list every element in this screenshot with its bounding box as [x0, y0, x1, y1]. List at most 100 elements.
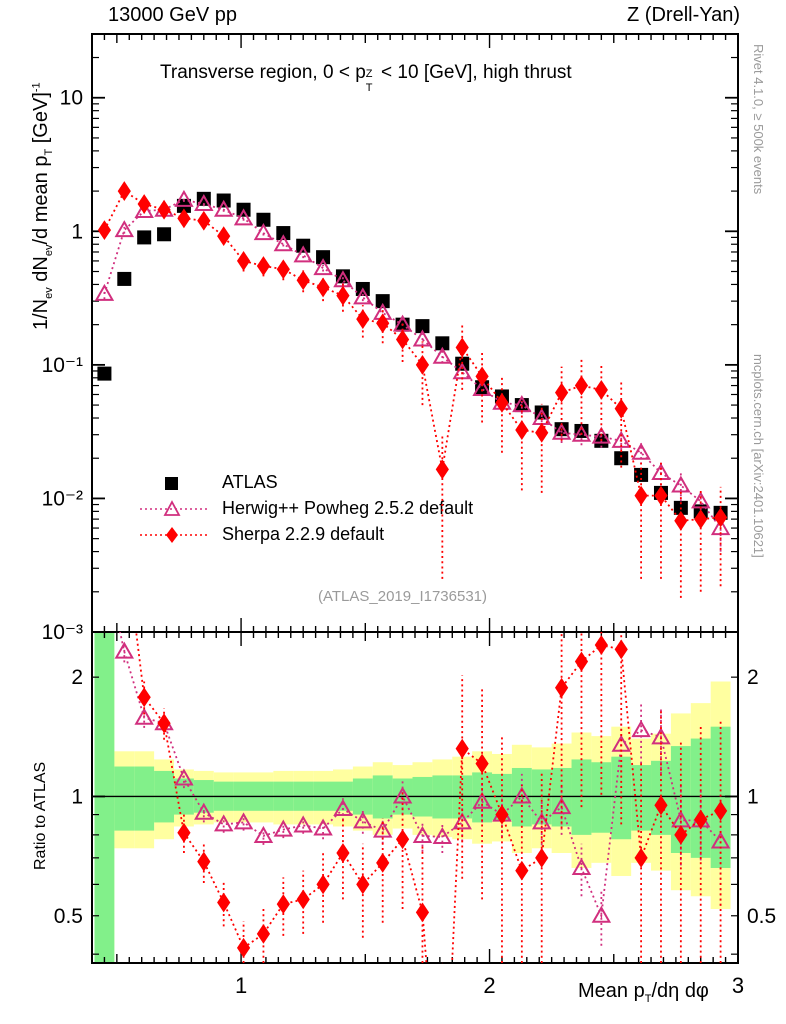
ratio-triangle-marker: [691, 810, 711, 828]
main-square-marker: [673, 500, 688, 515]
ratio-diamond-marker: [535, 847, 549, 868]
ratio-diamond-marker: [157, 713, 171, 734]
main-diamond-marker: [694, 509, 708, 530]
legend-label-1: Herwig++ Powheg 2.5.2 default: [222, 498, 474, 518]
ratio-band-inner: [313, 781, 334, 811]
ratio-panel-frame: [91, 631, 739, 964]
main-triangle-marker: [651, 462, 671, 481]
main-square-marker: [634, 467, 649, 482]
main-diamond-marker: [177, 208, 191, 229]
ratio-triangle-marker: [253, 825, 274, 843]
header-left: 13000 GeV pp: [108, 4, 237, 26]
ratio-band-outer: [472, 751, 493, 844]
main-diamond-marker: [455, 337, 469, 358]
ratio-diamond-marker: [594, 635, 608, 655]
main-square-marker: [97, 366, 112, 381]
x-tick-label: 2: [483, 973, 495, 998]
ratio-triangle-marker: [611, 734, 631, 752]
ratio-band-outer: [432, 759, 453, 838]
ratio-diamond-marker: [376, 852, 390, 873]
ratio-triangle-marker: [472, 791, 492, 809]
ratio-band-outer: [571, 732, 592, 868]
ratio-band-outer: [670, 713, 691, 891]
ratio-triangle-marker: [233, 812, 254, 830]
main-diamond-marker: [276, 259, 290, 280]
ratio-band-inner: [531, 769, 552, 825]
ratio-triangle-marker: [372, 820, 393, 838]
ylabel-part-a: 1/N: [30, 298, 52, 330]
ratio-diamond-marker: [137, 687, 151, 708]
ratio-band-inner: [94, 632, 115, 963]
main-triangle-marker: [512, 395, 532, 413]
ratio-triangle-marker: [154, 713, 174, 731]
main-diamond-marker: [634, 485, 648, 506]
main-square-marker: [475, 380, 490, 395]
main-square-marker: [256, 212, 271, 227]
main-diamond-marker: [316, 277, 330, 298]
ratio-band-inner: [452, 775, 473, 819]
ratio-band-inner: [372, 775, 393, 819]
ratio-diamond-marker: [674, 824, 688, 845]
ratio-band-outer: [213, 772, 234, 823]
ratio-band-outer: [372, 762, 393, 835]
main-triangle-marker: [372, 302, 393, 320]
ratio-diamond-marker: [197, 851, 211, 872]
main-diamond-marker: [674, 510, 688, 531]
legend-label-0: ATLAS: [222, 472, 278, 492]
main-triangle-marker: [691, 491, 711, 509]
ratio-band-inner: [571, 759, 592, 835]
ylabel-sub-1: ev: [43, 287, 55, 299]
ratio-band-outer: [233, 772, 254, 823]
ratio-y-tick-label: 2: [747, 666, 759, 689]
ratio-band-inner: [611, 756, 632, 840]
x-tick-label: 3: [732, 973, 744, 998]
ratio-band-inner: [631, 765, 652, 831]
main-square-marker: [534, 405, 549, 420]
main-diamond-marker: [574, 375, 589, 396]
main-triangle-marker: [134, 200, 154, 218]
ratio-triangle-marker: [432, 827, 453, 845]
main-triangle-marker: [531, 408, 552, 426]
ratio-band-inner: [651, 760, 671, 835]
main-diamond-marker: [137, 194, 151, 214]
main-y-tick-label: 10: [60, 87, 83, 110]
main-square-marker: [415, 319, 430, 334]
main-square-marker: [296, 238, 311, 253]
ratio-diamond-marker: [714, 800, 728, 821]
ratio-band-outer: [631, 738, 652, 863]
main-square-marker: [494, 389, 509, 404]
ratio-diamond-marker: [634, 847, 648, 868]
main-square-marker: [316, 250, 331, 265]
ratio-triangle-marker: [631, 720, 651, 738]
ratio-band-outer: [154, 759, 174, 840]
main-square-marker: [574, 423, 589, 438]
ratio-band-outer: [253, 772, 274, 823]
rivet-version-label: Rivet 4.1.0, ≥ 500k events: [751, 44, 766, 195]
ratio-diamond-marker: [614, 639, 628, 660]
main-diamond-marker: [654, 485, 668, 506]
ylabel-part-d: [GeV]: [30, 92, 52, 149]
main-diamond-marker: [415, 354, 430, 375]
main-y-tick-label: 10⁻²: [42, 487, 83, 510]
main-square-marker: [276, 226, 291, 241]
ratio-triangle-marker: [492, 804, 512, 822]
main-diamond-marker: [554, 382, 569, 403]
main-square-marker: [713, 505, 728, 520]
main-square-marker: [435, 336, 450, 351]
ratio-band-outer: [551, 743, 572, 854]
legend-marker-triangle-icon: [140, 500, 210, 516]
main-diamond-marker: [217, 226, 231, 247]
ratio-band-outer: [134, 751, 155, 849]
ratio-y-axis-label: Ratio to ATLAS: [32, 761, 49, 870]
ratio-diamond-marker: [256, 923, 271, 944]
ylabel-sub-2: ev: [43, 244, 55, 257]
main-triangle-marker: [273, 234, 294, 252]
ratio-band-inner: [293, 781, 314, 811]
ratio-band-inner: [412, 776, 433, 817]
main-triangle-marker: [154, 199, 174, 217]
ratio-band-outer: [452, 756, 473, 840]
x-tick-label: 1: [235, 973, 247, 998]
main-square-marker: [157, 227, 172, 242]
